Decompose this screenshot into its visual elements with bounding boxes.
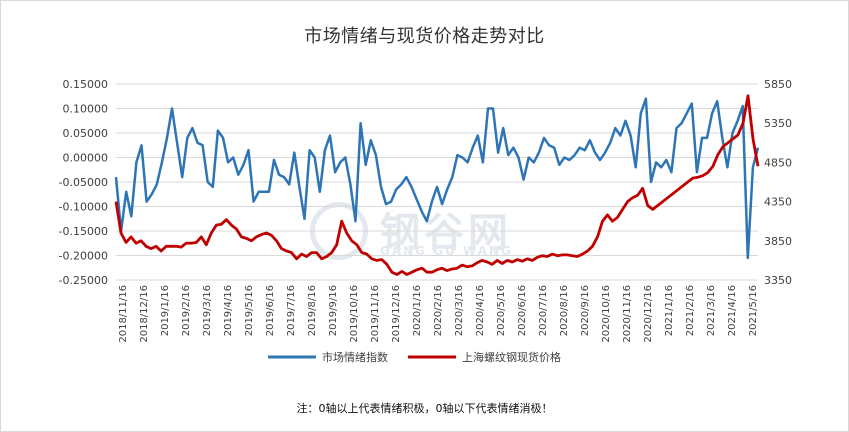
y-left-tick-label: 0.00000 xyxy=(63,152,109,165)
x-tick-label: 2019/11/16 xyxy=(370,285,381,343)
x-tick-label: 2019/12/16 xyxy=(391,285,402,343)
y-right-tick-label: 4850 xyxy=(764,156,792,169)
x-tick-label: 2020/10/16 xyxy=(601,285,612,343)
x-tick-label: 2018/11/16 xyxy=(118,285,129,343)
x-tick-label: 2020/5/16 xyxy=(496,285,507,336)
x-tick-label: 2019/6/16 xyxy=(265,285,276,336)
x-tick-label: 2019/3/16 xyxy=(202,285,213,336)
x-tick-label: 2021/2/16 xyxy=(685,285,696,336)
y-left-tick-label: -0.10000 xyxy=(59,201,108,214)
x-tick-label: 2021/5/16 xyxy=(748,285,759,336)
x-tick-label: 2020/2/16 xyxy=(433,285,444,336)
watermark-logo: 钢谷网 GANG GU WANG xyxy=(310,198,540,268)
y-left-tick-label: 0.10000 xyxy=(63,103,109,116)
x-tick-label: 2019/5/16 xyxy=(244,285,255,336)
x-tick-label: 2020/4/16 xyxy=(475,285,486,336)
x-tick-label: 2020/11/16 xyxy=(622,285,633,343)
y-right-tick-label: 5350 xyxy=(764,117,792,130)
x-tick-label: 2019/9/16 xyxy=(328,285,339,336)
chart-note: 注：0轴以上代表情绪积极，0轴以下代表情绪消极！ xyxy=(296,402,553,415)
y-left-tick-label: -0.20000 xyxy=(59,250,108,263)
x-tick-label: 2020/12/16 xyxy=(643,285,654,343)
x-axis: 2018/11/16 2018/12/16 2019/1/16 2019/2/16 20… xyxy=(118,285,759,343)
x-tick-label: 2019/1/16 xyxy=(160,285,171,336)
x-tick-label: 2021/4/16 xyxy=(727,285,738,336)
x-tick-label: 2021/3/16 xyxy=(706,285,717,336)
x-tick-label: 2018/12/16 xyxy=(139,285,150,343)
y-axis-right: 5850 5350 4850 4350 3850 3350 xyxy=(764,78,792,287)
x-tick-label: 2021/1/16 xyxy=(664,285,675,336)
x-tick-label: 2019/2/16 xyxy=(181,285,192,336)
series-line-price xyxy=(114,94,760,276)
watermark-subtext: GANG GU WANG xyxy=(380,244,513,258)
x-tick-label: 2019/7/16 xyxy=(286,285,297,336)
x-tick-label: 2020/8/16 xyxy=(559,285,570,336)
y-right-tick-label: 3850 xyxy=(764,235,792,248)
gridlines xyxy=(116,83,758,281)
y-right-tick-label: 5850 xyxy=(764,78,792,91)
y-right-tick-label: 4350 xyxy=(764,196,792,209)
watermark-text: 钢谷网 xyxy=(380,210,512,256)
x-tick-label: 2020/1/16 xyxy=(412,285,423,336)
legend-label: 上海螺纹钢现货价格 xyxy=(462,350,561,364)
y-left-tick-label: 0.05000 xyxy=(63,127,109,140)
legend-label: 市场情绪指数 xyxy=(322,350,388,364)
y-left-tick-label: -0.05000 xyxy=(59,176,108,189)
legend: 市场情绪指数 上海螺纹钢现货价格 xyxy=(268,350,561,364)
x-tick-label: 2020/6/16 xyxy=(517,285,528,336)
series-lines xyxy=(114,94,760,276)
y-left-tick-label: 0.15000 xyxy=(63,78,109,91)
x-tick-label: 2020/9/16 xyxy=(580,285,591,336)
y-left-tick-label: -0.25000 xyxy=(59,274,108,287)
x-tick-label: 2020/7/16 xyxy=(538,285,549,336)
y-axis-left: 0.15000 0.10000 0.05000 0.00000 -0.05000 -0.1… xyxy=(59,78,108,287)
x-tick-label: 2019/10/16 xyxy=(349,285,360,343)
x-tick-label: 2019/4/16 xyxy=(223,285,234,336)
x-tick-label: 2019/8/16 xyxy=(307,285,318,336)
series-line-sentiment xyxy=(114,97,760,260)
chart-title: 市场情绪与现货价格走势对比 xyxy=(304,26,545,47)
x-tick-label: 2020/3/16 xyxy=(454,285,465,336)
y-left-tick-label: -0.15000 xyxy=(59,225,108,238)
y-right-tick-label: 3350 xyxy=(764,274,792,287)
